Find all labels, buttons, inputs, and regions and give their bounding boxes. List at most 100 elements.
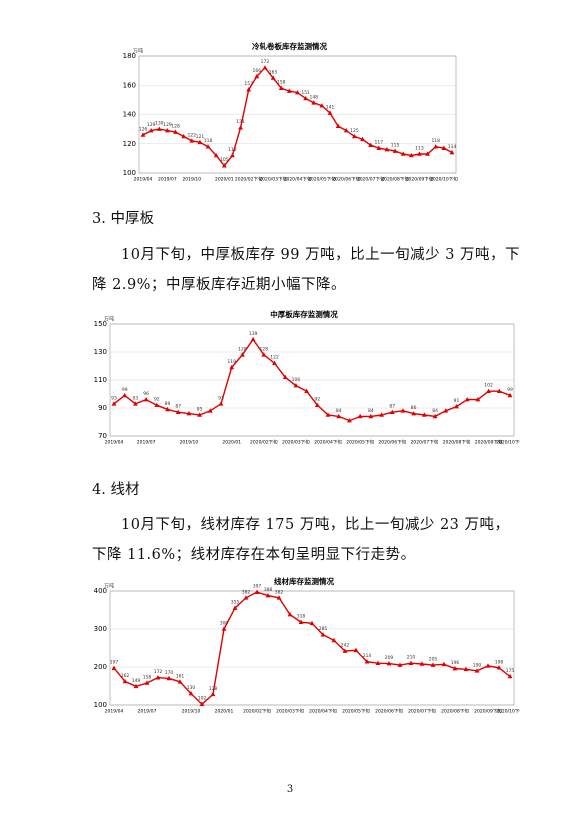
point-marker <box>232 605 238 610</box>
data-label: 128 <box>171 124 180 130</box>
data-label: 84 <box>432 408 438 414</box>
point-marker <box>197 139 203 145</box>
x-tick-label: 2020/07下旬 <box>357 176 385 183</box>
data-label: 242 <box>341 643 350 649</box>
point-marker <box>240 352 245 357</box>
x-tick-label: 2019/07 <box>138 709 157 715</box>
data-label: 115 <box>391 143 400 149</box>
point-marker <box>155 675 161 680</box>
x-tick-label: 2020/10下旬 <box>430 176 458 183</box>
data-label: 198 <box>495 659 504 665</box>
point-marker <box>496 665 502 670</box>
chart-title: 冷轧卷板库存监测情况 <box>252 41 327 51</box>
point-marker <box>507 673 513 679</box>
point-marker <box>133 401 138 406</box>
point-marker <box>197 412 203 417</box>
point-marker <box>177 679 183 684</box>
x-tick-label: 2020/08下旬 <box>441 708 469 715</box>
series-line <box>142 66 453 167</box>
point-marker <box>421 412 427 417</box>
x-tick-label: 2020/09下旬 <box>406 176 434 183</box>
data-label: 129 <box>163 122 172 128</box>
point-marker <box>210 691 216 697</box>
point-marker <box>282 374 288 379</box>
point-marker <box>293 383 299 388</box>
point-marker <box>379 412 384 417</box>
x-tick-label: 2020/03下旬 <box>282 439 310 446</box>
data-label: 196 <box>451 660 460 666</box>
data-label: 119 <box>227 359 236 365</box>
point-marker <box>287 611 293 617</box>
point-marker <box>397 662 403 667</box>
point-marker <box>189 138 195 143</box>
y-unit: 万吨 <box>133 48 143 55</box>
point-marker <box>144 680 150 685</box>
point-marker <box>386 660 392 666</box>
point-marker <box>441 661 447 667</box>
x-tick-label: 2020/02下旬 <box>250 439 278 446</box>
data-label: 210 <box>407 655 416 661</box>
data-label: 172 <box>261 59 270 65</box>
page-number: 3 <box>286 784 294 795</box>
point-marker <box>320 632 326 637</box>
point-marker <box>364 659 370 664</box>
point-marker <box>309 620 315 626</box>
data-label: 382 <box>242 589 251 595</box>
data-label: 87 <box>389 404 395 410</box>
x-tick-label: 2020/05下旬 <box>346 439 374 446</box>
point-marker <box>250 336 256 342</box>
x-tick-label: 2019/04 <box>134 177 153 183</box>
section-heading: 3. 中厚板 <box>92 211 154 227</box>
point-marker <box>419 661 425 666</box>
point-marker <box>188 691 194 696</box>
data-label: 93 <box>218 395 224 401</box>
point-marker <box>325 412 331 417</box>
point-marker <box>433 144 439 149</box>
x-tick-label: 2020/06下旬 <box>378 439 406 446</box>
point-marker <box>475 397 481 402</box>
data-label: 157 <box>244 81 253 87</box>
point-marker <box>295 89 300 95</box>
point-marker <box>165 406 170 412</box>
point-marker <box>353 647 359 653</box>
point-marker <box>265 592 271 598</box>
plot-frame <box>138 55 457 174</box>
point-marker <box>207 408 213 413</box>
paragraph: 10月下旬，中厚板库存 99 万吨，比上一旬减少 3 万吨，下降 2.9%；中厚… <box>92 247 521 293</box>
data-label: 84 <box>336 408 342 414</box>
y-tick-label: 120 <box>123 140 136 148</box>
point-marker <box>254 73 260 79</box>
point-marker <box>122 392 128 398</box>
point-marker <box>384 147 390 152</box>
x-tick-label: 2020/07下旬 <box>408 708 436 715</box>
point-marker <box>286 88 292 93</box>
point-marker <box>199 701 205 707</box>
data-label: 87 <box>175 404 181 410</box>
point-marker <box>443 408 449 413</box>
point-marker <box>392 148 398 153</box>
point-marker <box>140 132 146 137</box>
section-heading: 4. 线材 <box>92 482 140 498</box>
point-marker <box>173 129 178 134</box>
point-marker <box>327 110 333 115</box>
y-tick-label: 70 <box>98 432 107 440</box>
data-label: 112 <box>228 147 237 153</box>
data-label: 96 <box>143 391 149 397</box>
x-tick-label: 2019/04 <box>105 709 124 715</box>
point-marker <box>425 151 431 156</box>
x-tick-label: 2020/04下旬 <box>314 439 342 446</box>
point-marker <box>243 595 249 600</box>
data-label: 170 <box>165 670 174 676</box>
y-tick-label: 180 <box>123 52 136 60</box>
x-tick-label: 2020/05下旬 <box>308 176 336 183</box>
x-tick-label: 2020/07下旬 <box>411 439 439 446</box>
data-label: 165 <box>269 69 278 75</box>
point-marker <box>246 87 252 92</box>
data-label: 113 <box>415 145 424 151</box>
data-label: 141 <box>326 105 335 111</box>
data-label: 122 <box>187 132 196 138</box>
point-marker <box>154 402 160 407</box>
y-tick-label: 90 <box>98 404 107 412</box>
point-marker <box>368 413 374 419</box>
point-marker <box>213 152 219 158</box>
